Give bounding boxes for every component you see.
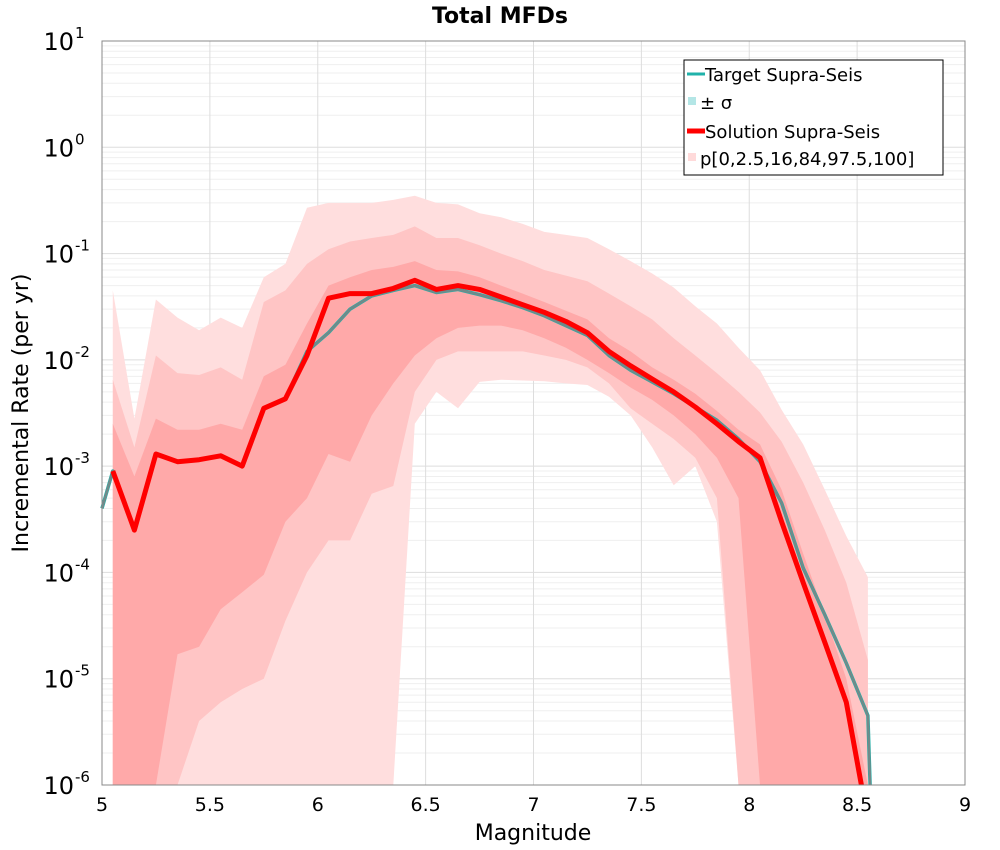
y-tick-label: 10 <box>43 347 74 375</box>
y-tick-exponent: -6 <box>75 768 90 786</box>
y-tick-label: 10 <box>43 453 74 481</box>
x-tick-label: 7 <box>527 794 539 816</box>
y-tick-exponent: -2 <box>75 343 90 361</box>
legend: Target Supra-Seis ± σ Solution Supra-Sei… <box>683 59 944 176</box>
y-tick-label: 10 <box>43 772 74 800</box>
y-tick-label: 10 <box>43 666 74 694</box>
y-tick-exponent: 1 <box>75 24 85 42</box>
x-tick-labels: 5 5.5 6 6.5 7 7.5 8 8.5 9 <box>96 794 971 816</box>
legend-sigma-swatch <box>688 97 696 105</box>
y-tick-exponent: -4 <box>75 555 90 573</box>
legend-box <box>683 59 944 176</box>
solution-supra-seis-line <box>110 277 864 786</box>
y-tick-label: 10 <box>43 134 74 162</box>
x-tick-label: 6.5 <box>411 794 441 816</box>
x-tick-label: 5 <box>96 794 108 816</box>
y-tick-exponent: -1 <box>75 237 90 255</box>
chart-title: Total MFDs <box>432 4 568 29</box>
x-axis-label: Magnitude <box>475 821 592 846</box>
y-axis-label: Incremental Rate (per yr) <box>9 274 34 553</box>
legend-percentile-label: p[0,2.5,16,84,97.5,100] <box>700 149 914 170</box>
x-tick-label: 9 <box>959 794 971 816</box>
y-tick-exponent: -3 <box>75 449 90 467</box>
plot-frame <box>101 40 966 786</box>
legend-solution-label: Solution Supra-Seis <box>705 122 880 143</box>
y-tick-label: 10 <box>43 28 74 56</box>
x-tick-label: 5.5 <box>195 794 225 816</box>
y-tick-label: 10 <box>43 559 74 587</box>
legend-sigma-label: ± σ <box>700 93 732 114</box>
legend-percentile-swatch <box>688 153 696 161</box>
series-lines <box>100 277 872 786</box>
x-tick-label: 8 <box>743 794 755 816</box>
y-tick-exponent: 0 <box>75 130 85 148</box>
percentile-band-p16-p84 <box>112 261 868 786</box>
x-tick-label: 6 <box>312 794 324 816</box>
x-tick-label: 7.5 <box>626 794 656 816</box>
x-tick-label: 8.5 <box>842 794 872 816</box>
legend-target-label: Target Supra-Seis <box>704 65 862 86</box>
y-tick-exponent: -5 <box>75 662 90 680</box>
y-tick-label: 10 <box>43 241 74 269</box>
